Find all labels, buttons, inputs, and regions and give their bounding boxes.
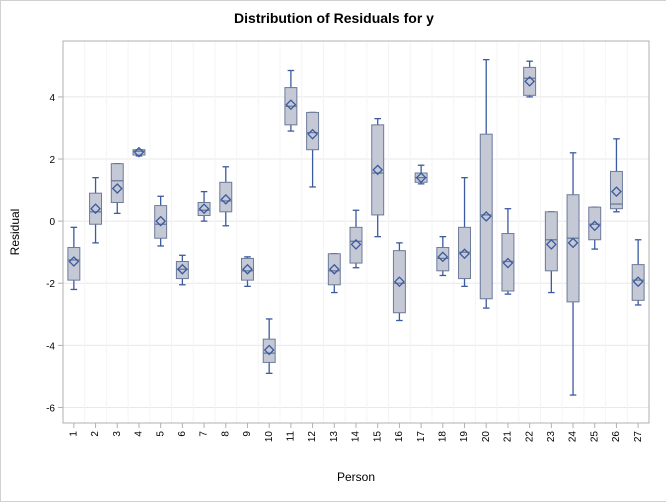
svg-text:17: 17 <box>416 431 427 443</box>
svg-text:20: 20 <box>481 431 492 443</box>
svg-text:2: 2 <box>90 431 101 437</box>
svg-text:24: 24 <box>568 431 579 443</box>
svg-text:26: 26 <box>611 431 622 443</box>
svg-text:21: 21 <box>503 431 514 443</box>
svg-text:23: 23 <box>546 431 557 443</box>
svg-text:Distribution of Residuals for: Distribution of Residuals for y <box>234 10 434 26</box>
boxplot-chart: -6-4-20241234567891011121314151617181920… <box>0 0 666 502</box>
svg-text:Person: Person <box>337 470 375 484</box>
svg-text:12: 12 <box>307 431 318 443</box>
svg-text:4: 4 <box>49 93 55 104</box>
svg-text:4: 4 <box>134 431 145 437</box>
chart-svg: -6-4-20241234567891011121314151617181920… <box>1 1 666 501</box>
svg-text:13: 13 <box>329 431 340 443</box>
svg-text:14: 14 <box>351 431 362 443</box>
svg-text:6: 6 <box>177 431 188 437</box>
svg-text:0: 0 <box>49 217 55 228</box>
svg-text:22: 22 <box>524 431 535 443</box>
svg-text:25: 25 <box>589 431 600 443</box>
svg-text:8: 8 <box>220 431 231 437</box>
svg-text:18: 18 <box>437 431 448 443</box>
svg-text:1: 1 <box>68 431 79 437</box>
svg-text:19: 19 <box>459 431 470 443</box>
svg-text:-4: -4 <box>46 341 55 352</box>
svg-text:9: 9 <box>242 431 253 437</box>
svg-text:-6: -6 <box>46 403 55 414</box>
svg-text:2: 2 <box>49 155 55 166</box>
svg-text:Residual: Residual <box>8 209 22 256</box>
svg-text:27: 27 <box>633 431 644 443</box>
svg-text:15: 15 <box>372 431 383 443</box>
svg-text:11: 11 <box>286 431 297 442</box>
svg-text:-2: -2 <box>46 279 55 290</box>
svg-text:7: 7 <box>199 431 210 437</box>
svg-text:16: 16 <box>394 431 405 443</box>
svg-text:10: 10 <box>264 431 275 443</box>
svg-text:3: 3 <box>112 431 123 437</box>
svg-text:5: 5 <box>155 431 166 437</box>
